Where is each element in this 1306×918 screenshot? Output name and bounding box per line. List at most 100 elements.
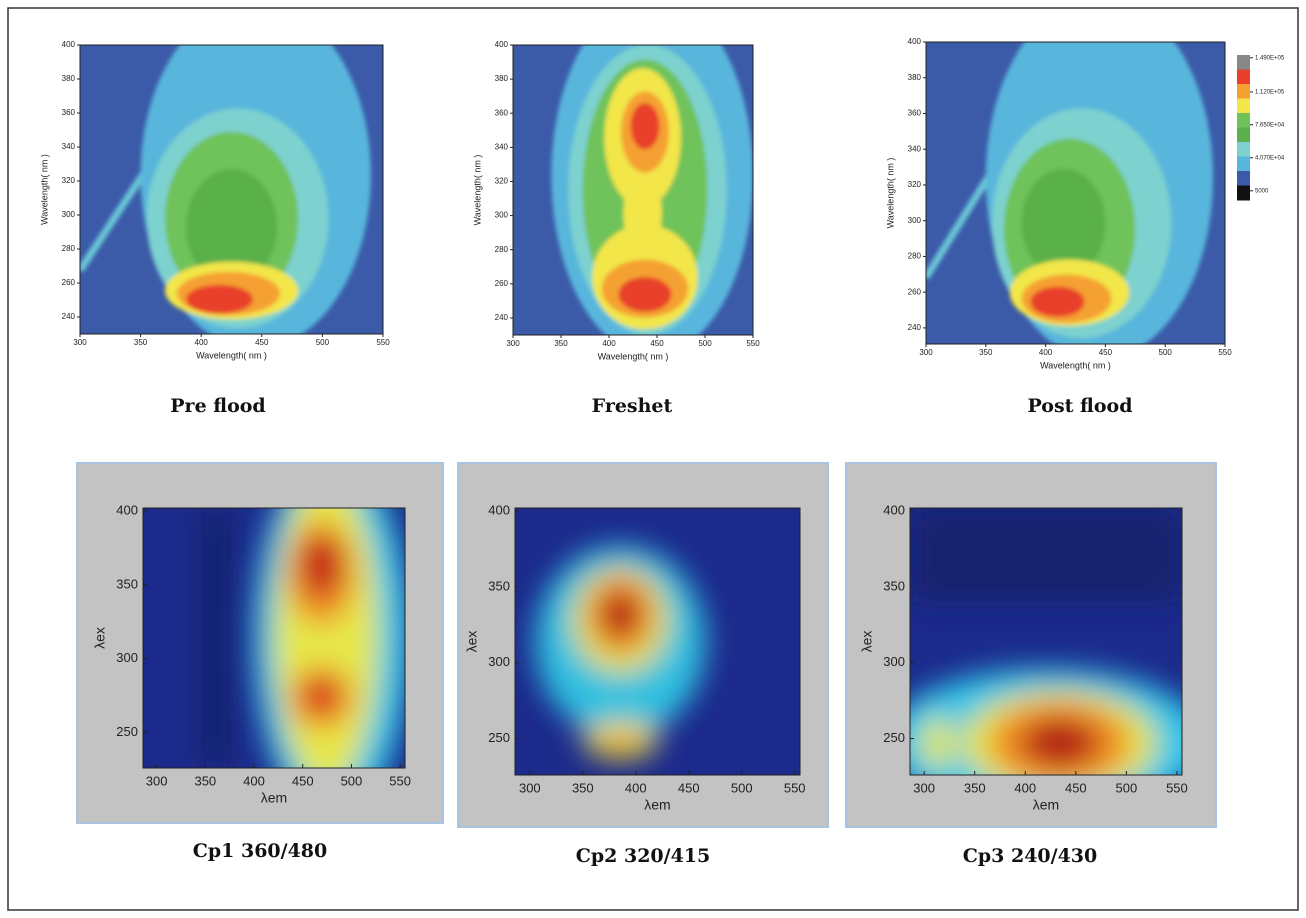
y-tick-label: 300 [908,216,922,225]
axes-frame [142,507,406,769]
x-tick-label: 500 [698,339,712,348]
plot-area [926,42,1225,344]
x-tick-label: 550 [746,339,760,348]
intensity-region [597,729,644,751]
plot-area [80,45,383,334]
caption: Post flood [1028,395,1133,417]
intensity [80,45,371,334]
x-tick-label: 450 [255,338,269,347]
y-tick-label: 340 [62,142,76,151]
y-tick-label: 300 [116,650,138,665]
y-tick-label: 300 [495,211,509,220]
x-tick-label: 350 [554,339,568,348]
x-axis-label: Wavelength( nm ) [196,350,267,360]
y-tick-label: 280 [62,244,76,253]
y-tick-label: 340 [908,144,922,153]
x-tick-label: 400 [195,338,209,347]
caption: Pre flood [170,395,265,417]
y-tick-label: 380 [495,74,509,83]
x-tick-label: 450 [292,773,314,788]
y-tick-label: 350 [883,578,905,593]
x-tick-label: 300 [913,780,935,795]
y-tick-label: 350 [116,576,138,591]
y-axis-label: Wavelength( nm ) [885,158,895,229]
plot: 300 350 400 450 500 550 250 300 350 400 λem λex Cp2 … [457,462,829,867]
y-tick-label: 400 [908,37,922,46]
intensity-region [920,716,954,770]
intensity-region [600,590,641,639]
x-tick-label: 550 [784,780,806,795]
x-tick-label: 400 [602,339,616,348]
y-tick-label: 250 [883,730,905,745]
x-tick-label: 400 [243,773,265,788]
y-axis-label: Wavelength( nm ) [39,154,49,225]
y-tick-label: 260 [495,279,509,288]
y-tick-label: 380 [62,74,76,83]
colorbar-block [1237,84,1250,99]
intensity [551,45,753,335]
x-tick-label: 550 [389,773,411,788]
x-tick-label: 350 [194,773,216,788]
x-tick-label: 500 [1159,348,1173,357]
x-tick-label: 400 [625,780,647,795]
caption: Freshet [592,395,673,417]
y-tick-label: 280 [908,252,922,261]
y-axis-label: λex [464,631,480,653]
colorbar-block [1237,69,1250,85]
y-tick-label: 300 [883,654,905,669]
intensity-region [302,677,340,714]
y-tick-label: 300 [62,210,76,219]
colorbar-label: 1.490E+05 [1255,55,1285,61]
colorbar-block [1237,142,1250,157]
plot: 300 350 400 450 500 550 250 300 350 400 λem λex Cp1 … [76,462,444,862]
y-tick-label: 260 [62,278,76,287]
x-tick-label: 550 [1166,780,1188,795]
y-tick-label: 400 [488,502,510,517]
x-tick-label: 300 [919,348,933,357]
intensity-region [186,169,277,285]
colorbar-block [1237,55,1250,70]
colorbar-block [1237,127,1250,143]
band [200,508,233,768]
x-axis-label: λem [644,797,670,813]
axes-frame [925,41,1226,345]
colorbar-block [1237,171,1250,186]
y-tick-label: 360 [62,108,76,117]
y-tick-label: 360 [908,109,922,118]
y-tick-label: 250 [488,730,510,745]
colorbar-block [1237,185,1250,201]
x-tick-label: 400 [1014,780,1036,795]
plot-area [910,508,1182,775]
colorbar-block [1237,156,1250,172]
y-tick-label: 400 [495,40,509,49]
y-axis-label: λex [92,627,108,649]
x-tick-label: 400 [1039,348,1053,357]
x-tick-label: 550 [1218,348,1232,357]
x-tick-label: 500 [1116,780,1138,795]
caption: Cp1 360/480 [193,840,328,862]
colorbar-label: 7.650E+04 [1255,122,1285,128]
intensity-region [1030,286,1085,317]
intensity-region [1021,718,1098,767]
y-tick-label: 400 [62,40,76,49]
axes-frame [512,44,754,336]
intensity [910,668,1182,775]
axes-frame [909,507,1183,776]
intensity [253,508,405,768]
frame [7,7,1299,911]
x-axis-label: Wavelength( nm ) [598,351,669,361]
y-tick-label: 320 [62,176,76,185]
x-tick-label: 450 [650,339,664,348]
colorbar-block [1237,98,1250,114]
plot: 300 350 400 450 500 550 240 260 280 300 320 340 360 3… [885,37,1285,417]
intensity-region [618,277,672,312]
intensity-region [186,284,253,314]
y-tick-label: 240 [908,323,922,332]
colorbar-label: 4.070E+04 [1255,155,1285,161]
x-tick-label: 450 [678,780,700,795]
x-tick-label: 350 [979,348,993,357]
intensity [534,545,706,759]
axes-frame [514,507,801,776]
